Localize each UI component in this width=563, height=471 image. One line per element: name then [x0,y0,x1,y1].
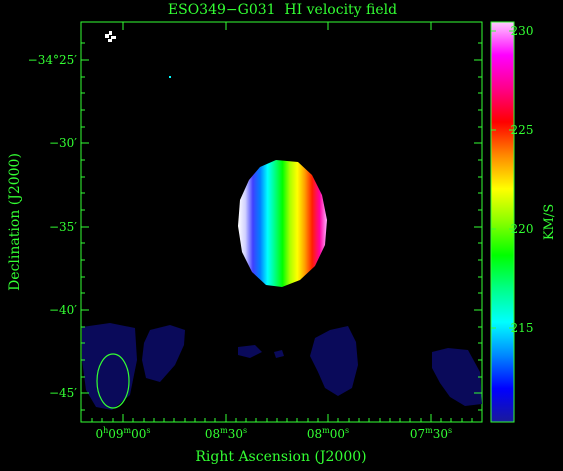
colorbar-tick-label: 230 [511,24,534,38]
colorbar-tick-marks [491,30,514,329]
y-axis-tick-labels: −34°25′ −30′ −35′ −40′ −45′ [28,53,78,400]
artifact-marker [105,31,116,42]
noise-blob-right-center [310,326,358,396]
noise-regions [82,323,482,410]
x-tick-label: 08m00s [307,426,349,441]
plot-title: ESO349−G031 HI velocity field [167,2,398,18]
y-tick-label: −45′ [49,386,77,400]
y-axis-label: Declination (J2000) [7,153,23,291]
colorbar-tick-label: 225 [511,123,534,137]
y-tick-label: −30′ [49,136,77,150]
x-tick-label: 08m30s [205,426,247,441]
noise-blob-center [238,345,262,358]
pixel-dot [169,76,171,78]
x-axis-tick-marks [91,22,473,422]
x-axis-tick-labels: 0h09m00s 08m30s 08m00s 07m30s [95,426,452,441]
noise-blob-right [432,348,482,406]
galaxy [238,160,327,287]
beam-ellipse [96,353,130,409]
x-tick-label: 0h09m00s [95,426,150,441]
x-tick-label: 07m30s [410,426,452,441]
colorbar-frame [490,21,515,423]
y-tick-label: −34°25′ [28,53,78,67]
x-axis-label: Right Ascension (J2000) [195,449,366,465]
y-axis-tick-marks [81,42,482,411]
noise-blob-tiny [274,350,284,358]
galaxy-velocity-field [238,160,327,287]
colorbar-unit-label: KM/S [542,204,557,240]
y-tick-label: −35′ [49,220,77,234]
colorbar-tick-label: 215 [511,321,534,335]
colorbar-tick-labels: 230 225 220 215 [511,24,534,335]
y-tick-label: −40′ [49,303,77,317]
noise-blob-center-left [142,325,185,382]
noise-blob-left [82,323,137,410]
colorbar-tick-label: 220 [511,222,534,236]
colorbar [491,22,514,422]
